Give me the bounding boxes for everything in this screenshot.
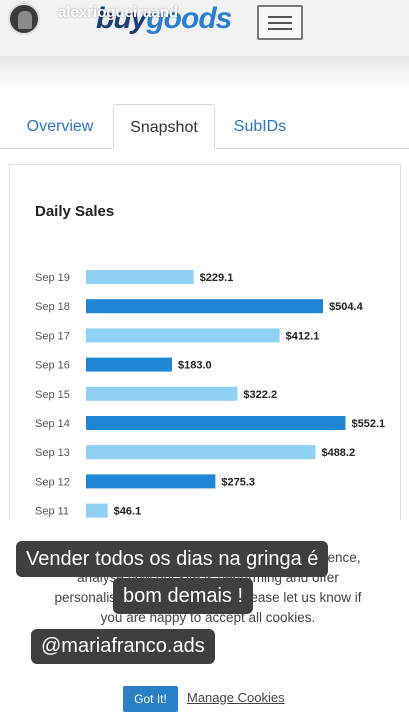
value-label: $275.3 — [221, 476, 255, 488]
category-label: Sep 19 — [35, 272, 70, 284]
category-label: Sep 16 — [35, 360, 70, 372]
category-label: Sep 14 — [35, 418, 70, 430]
sales-bar[interactable] — [86, 299, 324, 314]
hamburger-icon — [268, 16, 292, 18]
hamburger-menu-button[interactable] — [257, 5, 303, 40]
site-header — [0, 0, 409, 56]
sales-bar[interactable] — [86, 357, 173, 372]
value-label: $322.2 — [243, 389, 277, 401]
value-label: $412.1 — [286, 330, 320, 342]
value-label: $46.1 — [114, 506, 142, 518]
story-avatar[interactable] — [8, 3, 40, 35]
category-label: Sep 15 — [35, 389, 70, 401]
value-label: $504.4 — [329, 301, 364, 313]
logo-goods: goods — [146, 2, 232, 35]
header-shadow — [0, 56, 409, 92]
sales-bar[interactable] — [86, 503, 108, 518]
tab-subids[interactable]: SubIDs — [233, 118, 287, 135]
sales-bar[interactable] — [86, 474, 216, 489]
value-label: $488.2 — [321, 447, 355, 459]
category-label: Sep 13 — [35, 447, 70, 459]
story-caption-line1: Vender todos os dias na gringa é — [16, 541, 329, 577]
category-label: Sep 11 — [35, 506, 69, 518]
story-mention[interactable]: @mariafranco.ads — [31, 629, 215, 664]
tab-snapshot[interactable]: Snapshot — [113, 104, 215, 149]
value-label: $183.0 — [178, 360, 212, 372]
manage-cookies-link[interactable]: Manage Cookies — [187, 690, 285, 705]
sales-bar[interactable] — [86, 416, 346, 430]
tab-overview[interactable]: Overview — [26, 118, 94, 135]
category-label: Sep 17 — [35, 330, 70, 342]
buygoods-logo[interactable]: buygoods — [96, 2, 232, 36]
story-username[interactable]: alexriogueiraand — [58, 4, 179, 21]
chart-title: Daily Sales — [35, 203, 115, 220]
accept-cookies-button[interactable]: Got It! — [123, 686, 178, 712]
sales-bar[interactable] — [86, 386, 238, 401]
value-label: $552.1 — [351, 418, 385, 430]
hamburger-icon-line — [268, 28, 292, 30]
daily-sales-card — [9, 164, 401, 564]
sales-bar[interactable] — [86, 328, 280, 343]
category-label: Sep 18 — [35, 301, 70, 313]
daily-sales-chart: Sep 19 $229.1 Sep 18 $504.4 Sep 17 $412.1 Sep … — [35, 270, 385, 518]
sales-bar[interactable] — [86, 445, 316, 460]
story-caption-line2: bom demais ! — [113, 578, 254, 614]
logo-buy: buy — [96, 2, 147, 35]
hamburger-icon-line — [268, 22, 292, 24]
sales-bar[interactable] — [86, 270, 194, 284]
category-label: Sep 12 — [35, 476, 70, 488]
value-label: $229.1 — [200, 272, 234, 284]
